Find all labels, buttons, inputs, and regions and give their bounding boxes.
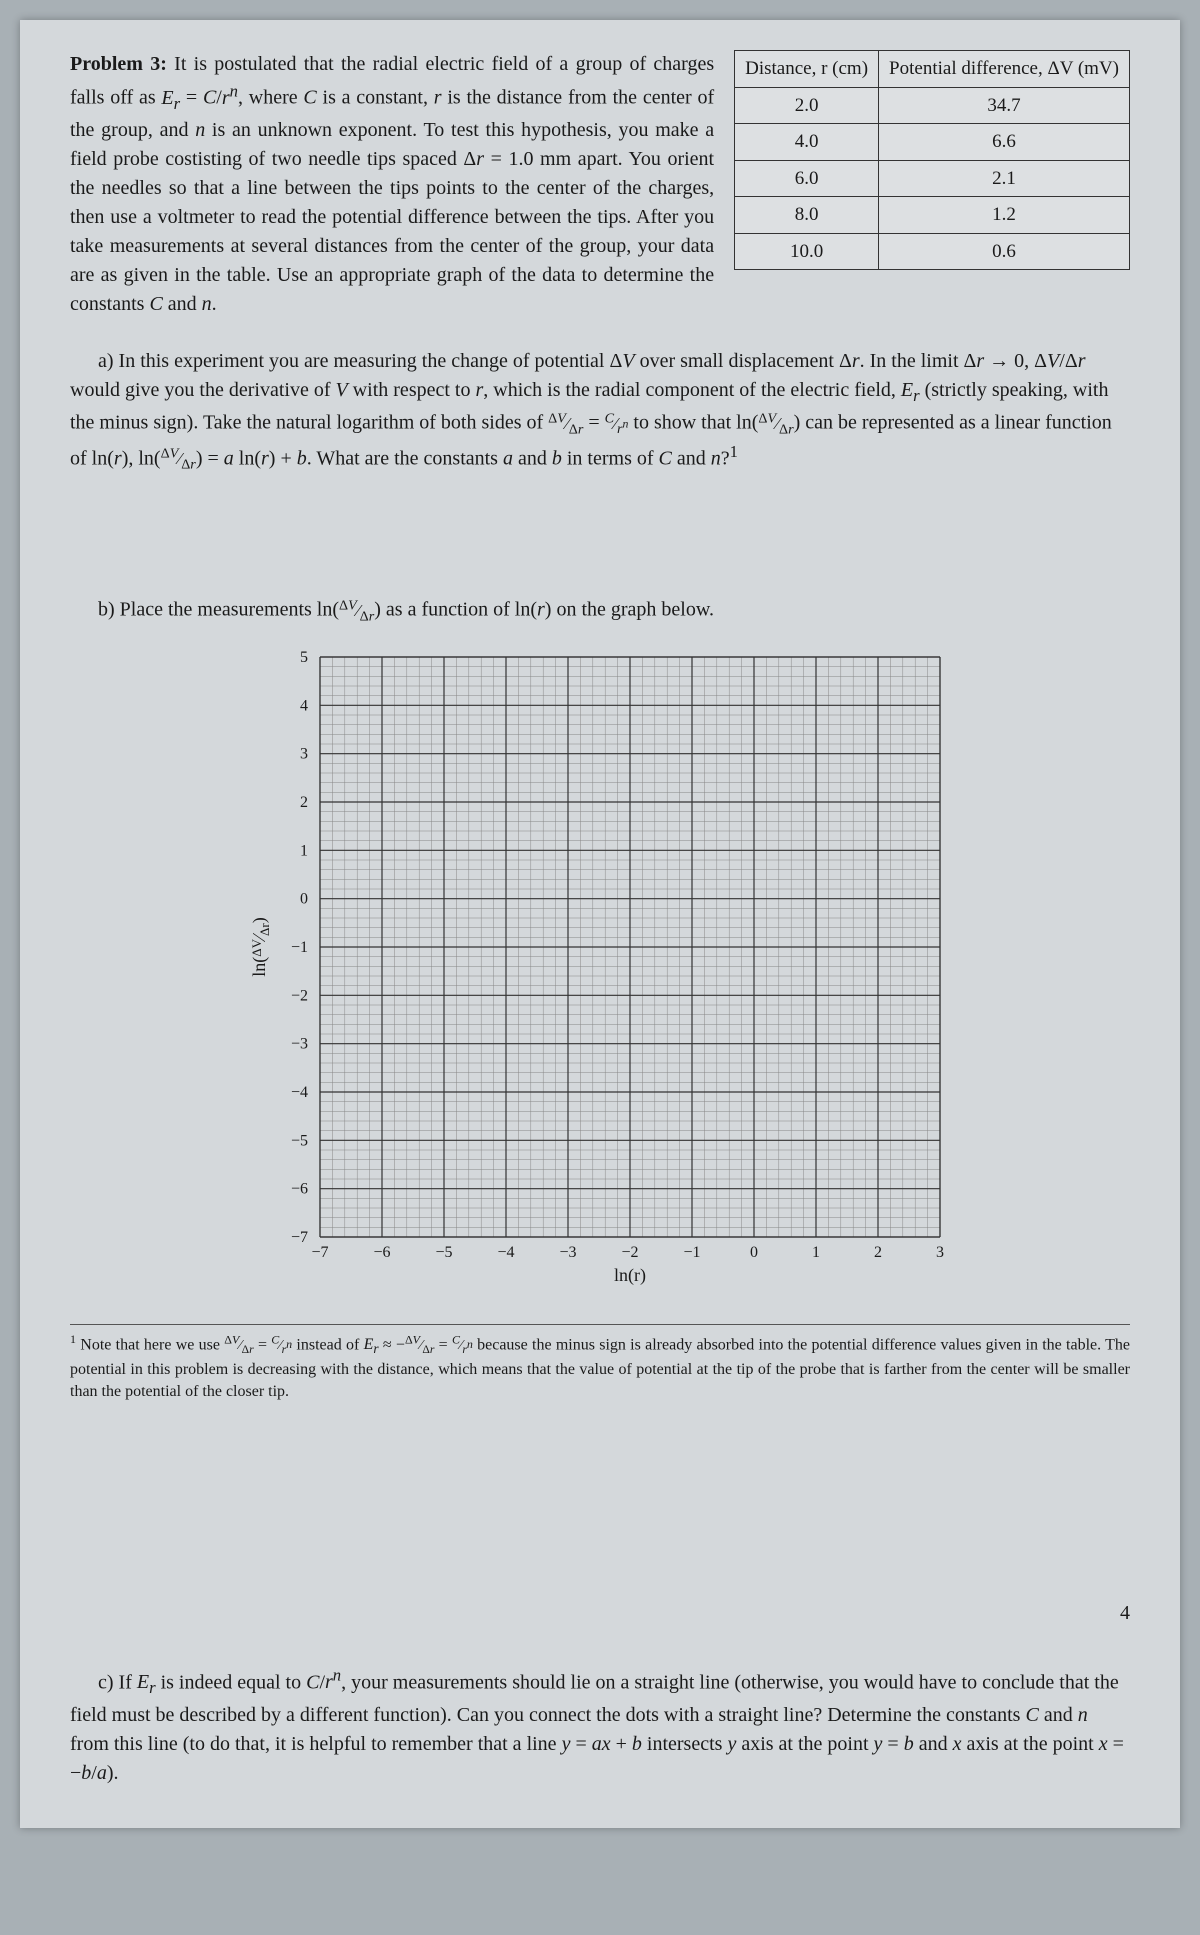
data-table: Distance, r (cm) Potential difference, Δ…	[734, 50, 1130, 270]
svg-text:−5: −5	[435, 1244, 452, 1261]
table-row: 4.06.6	[735, 124, 1130, 161]
part-c: c) If Er is indeed equal to C/rn, your m…	[70, 1664, 1130, 1788]
svg-text:3: 3	[300, 745, 308, 762]
table-cell: 8.0	[735, 197, 879, 234]
svg-text:4: 4	[300, 697, 308, 714]
svg-text:5: 5	[300, 649, 308, 666]
table-row: 10.00.6	[735, 233, 1130, 270]
svg-text:−1: −1	[683, 1244, 700, 1261]
table-cell: 2.1	[879, 160, 1130, 197]
svg-text:−7: −7	[291, 1229, 308, 1246]
svg-text:−6: −6	[291, 1180, 308, 1197]
svg-text:−3: −3	[559, 1244, 576, 1261]
part-b: b) Place the measurements ln(ΔV⁄Δr) as a…	[70, 595, 1130, 627]
table-cell: 4.0	[735, 124, 879, 161]
table-row: 8.01.2	[735, 197, 1130, 234]
svg-text:1: 1	[300, 842, 308, 859]
svg-text:2: 2	[874, 1244, 882, 1261]
part-a: a) In this experiment you are measuring …	[70, 347, 1130, 475]
svg-text:1: 1	[812, 1244, 820, 1261]
worksheet-page: Problem 3: It is postulated that the rad…	[20, 20, 1180, 1828]
graph-container: −7 −6 −5 −4 −3 −2 −1 0 1 2 3 −7 −6 −5 −4 −3 −2 −1 0 1 2 3 4 5 ln…	[240, 647, 960, 1296]
table-header-row: Distance, r (cm) Potential difference, Δ…	[735, 51, 1130, 88]
table-header: Distance, r (cm)	[735, 51, 879, 88]
table-cell: 34.7	[879, 87, 1130, 124]
svg-text:0: 0	[300, 890, 308, 907]
table-cell: 6.0	[735, 160, 879, 197]
problem-title: Problem 3:	[70, 53, 167, 75]
svg-text:−3: −3	[291, 1035, 308, 1052]
page-number: 4	[1120, 1599, 1130, 1628]
table-row: 2.034.7	[735, 87, 1130, 124]
svg-text:ln(ΔV⁄Δr): ln(ΔV⁄Δr)	[249, 917, 272, 976]
footnote: 1 Note that here we use ΔV⁄Δr = C⁄rn ins…	[70, 1324, 1130, 1404]
svg-text:ln(r): ln(r)	[614, 1265, 646, 1286]
svg-text:2: 2	[300, 794, 308, 811]
problem-intro: It is postulated that the radial electri…	[70, 53, 714, 315]
table-cell: 10.0	[735, 233, 879, 270]
svg-text:−2: −2	[291, 987, 308, 1004]
table-cell: 0.6	[879, 233, 1130, 270]
svg-text:−6: −6	[373, 1244, 390, 1261]
table-body: 2.034.74.06.66.02.18.01.210.00.6	[735, 87, 1130, 270]
table-cell: 2.0	[735, 87, 879, 124]
table-row: 6.02.1	[735, 160, 1130, 197]
problem-header: Problem 3: It is postulated that the rad…	[70, 50, 1130, 319]
svg-text:−5: −5	[291, 1132, 308, 1149]
table-cell: 1.2	[879, 197, 1130, 234]
problem-text: Problem 3: It is postulated that the rad…	[70, 50, 714, 319]
svg-text:0: 0	[750, 1244, 758, 1261]
svg-text:−1: −1	[291, 939, 308, 956]
table-cell: 6.6	[879, 124, 1130, 161]
svg-text:−4: −4	[497, 1244, 514, 1261]
graph-svg: −7 −6 −5 −4 −3 −2 −1 0 1 2 3 −7 −6 −5 −4 −3 −2 −1 0 1 2 3 4 5 ln…	[240, 647, 960, 1287]
table-header: Potential difference, ΔV (mV)	[879, 51, 1130, 88]
svg-text:−7: −7	[311, 1244, 328, 1261]
svg-text:−4: −4	[291, 1084, 308, 1101]
svg-text:3: 3	[936, 1244, 944, 1261]
svg-text:−2: −2	[621, 1244, 638, 1261]
